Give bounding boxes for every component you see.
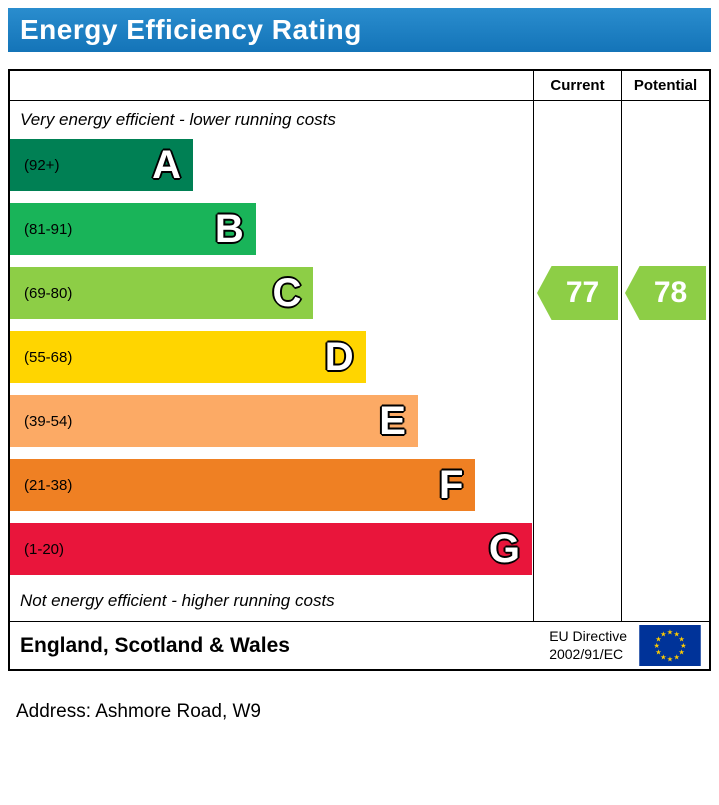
svg-text:★: ★: [667, 654, 673, 663]
band-letter: D: [324, 335, 354, 379]
band-G: (1-20) G: [10, 523, 532, 575]
column-header-current: Current: [533, 71, 621, 100]
band-letter: A: [152, 143, 182, 187]
band-row-F: (21-38) F: [10, 459, 533, 511]
svg-text:★: ★: [655, 634, 661, 643]
band-range-label: (92+): [24, 156, 60, 174]
eu-flag-icon: ★ ★ ★ ★ ★ ★ ★ ★ ★ ★ ★ ★: [639, 625, 701, 666]
band-range-label: (1-20): [24, 540, 65, 558]
svg-text:★: ★: [673, 653, 679, 662]
address-line: Address: Ashmore Road, W9: [16, 701, 261, 722]
svg-text:★: ★: [660, 629, 666, 638]
bands: (92+) A (81-91) B (69-80) C (55-68) D (39-54) E (2…: [10, 139, 533, 575]
band-row-D: (55-68) D: [10, 331, 533, 383]
band-D: (55-68) D: [10, 331, 366, 383]
band-F: (21-38) F: [10, 459, 476, 511]
band-E: (39-54) E: [10, 395, 418, 447]
band-row-G: (1-20) G: [10, 523, 533, 575]
page-title: Energy Efficiency Rating: [20, 14, 362, 45]
note-bottom: Not energy efficient - higher running co…: [20, 591, 335, 610]
band-range-label: (39-54): [24, 412, 73, 430]
bands-area: Very energy efficient - lower running co…: [10, 101, 533, 621]
svg-text:★: ★: [678, 648, 684, 657]
note-top: Very energy efficient - lower running co…: [20, 110, 336, 129]
band-letter: B: [214, 207, 244, 251]
band-letter: E: [379, 399, 406, 443]
band-range-label: (81-91): [24, 220, 73, 238]
band-range-label: (69-80): [24, 284, 73, 302]
chart-body: Very energy efficient - lower running co…: [10, 101, 709, 621]
band-A: (92+) A: [10, 139, 194, 191]
current-rating-value: 77: [565, 276, 600, 309]
eu-directive: EU Directive 2002/91/EC: [549, 628, 627, 663]
band-range-label: (21-38): [24, 476, 73, 494]
page-title-bar: Energy Efficiency Rating: [8, 8, 711, 52]
band-letter: G: [488, 527, 520, 571]
current-rating-arrow: 77: [537, 266, 618, 320]
svg-text:★: ★: [667, 628, 673, 637]
band-letter: F: [439, 463, 464, 507]
potential-column: 78: [621, 101, 709, 621]
svg-text:★: ★: [680, 641, 686, 650]
svg-text:★: ★: [653, 641, 659, 650]
footer-region: England, Scotland & Wales: [20, 633, 290, 657]
column-header-potential: Potential: [621, 71, 709, 100]
band-row-B: (81-91) B: [10, 203, 533, 255]
svg-text:★: ★: [678, 634, 684, 643]
band-row-E: (39-54) E: [10, 395, 533, 447]
potential-rating-value: 78: [653, 276, 688, 309]
band-B: (81-91) B: [10, 203, 256, 255]
chart-header-row: Current Potential: [10, 71, 709, 101]
current-column: 77: [533, 101, 621, 621]
band-range-label: (55-68): [24, 348, 73, 366]
chart-footer: England, Scotland & Wales EU Directive 2…: [10, 621, 709, 669]
svg-text:★: ★: [655, 648, 661, 657]
energy-efficiency-chart: Current Potential Very energy efficient …: [8, 69, 711, 671]
eu-directive-line1: EU Directive: [549, 628, 627, 644]
svg-text:★: ★: [673, 629, 679, 638]
band-row-C: (69-80) C: [10, 267, 533, 319]
band-row-A: (92+) A: [10, 139, 533, 191]
svg-text:★: ★: [660, 653, 666, 662]
eu-directive-line2: 2002/91/EC: [549, 645, 624, 662]
chart-header-spacer: [10, 71, 533, 100]
band-letter: C: [272, 271, 302, 315]
potential-rating-arrow: 78: [625, 266, 706, 320]
band-C: (69-80) C: [10, 267, 314, 319]
